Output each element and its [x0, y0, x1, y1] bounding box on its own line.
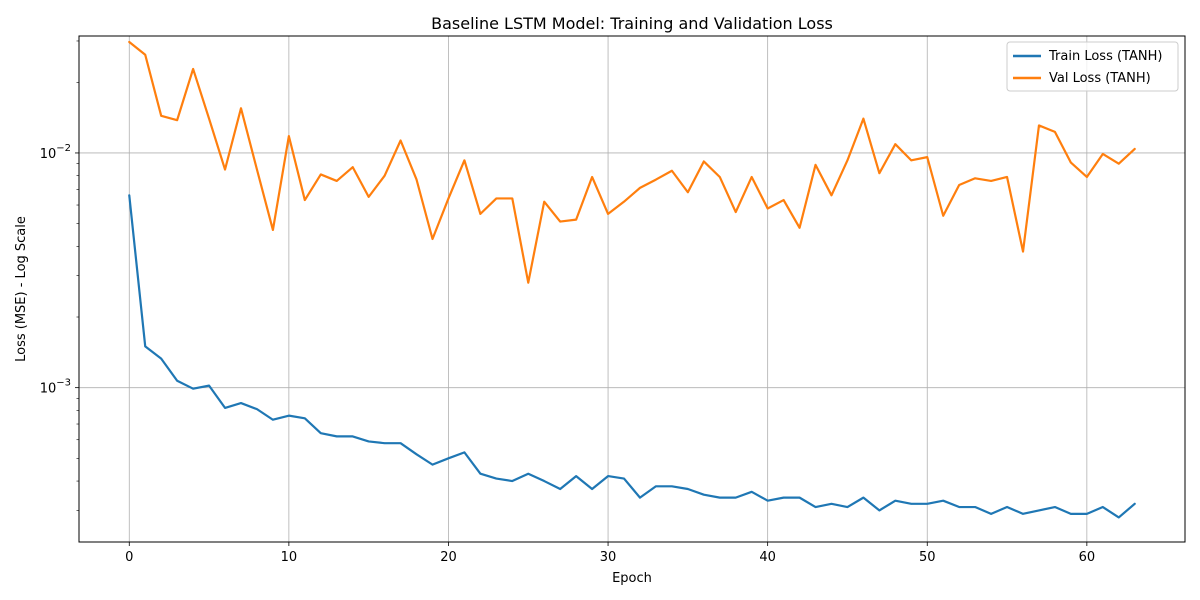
chart-title: Baseline LSTM Model: Training and Valida…: [431, 14, 833, 33]
x-axis-label: Epoch: [612, 571, 652, 586]
x-tick-label: 20: [440, 550, 457, 565]
val-loss-line: [128, 40, 1136, 284]
legend-box: [1006, 41, 1179, 92]
legend-label-val: Val Loss (TANH): [1049, 71, 1151, 86]
plot-frame: [78, 35, 1186, 543]
series-lines: [128, 40, 1136, 519]
x-tick-label: 0: [125, 550, 133, 565]
x-tick-label: 10: [281, 550, 298, 565]
grid-lines: [79, 36, 1185, 542]
x-tick-label: 50: [919, 550, 936, 565]
legend-label-train: Train Loss (TANH): [1048, 49, 1162, 64]
x-tick-label: 40: [759, 550, 776, 565]
train-loss-line: [128, 194, 1136, 519]
legend: Train Loss (TANH) Val Loss (TANH): [1006, 41, 1179, 92]
y-axis-label: Loss (MSE) - Log Scale: [14, 216, 29, 362]
x-tick-label: 30: [600, 550, 617, 565]
x-tick-label: 60: [1079, 550, 1096, 565]
